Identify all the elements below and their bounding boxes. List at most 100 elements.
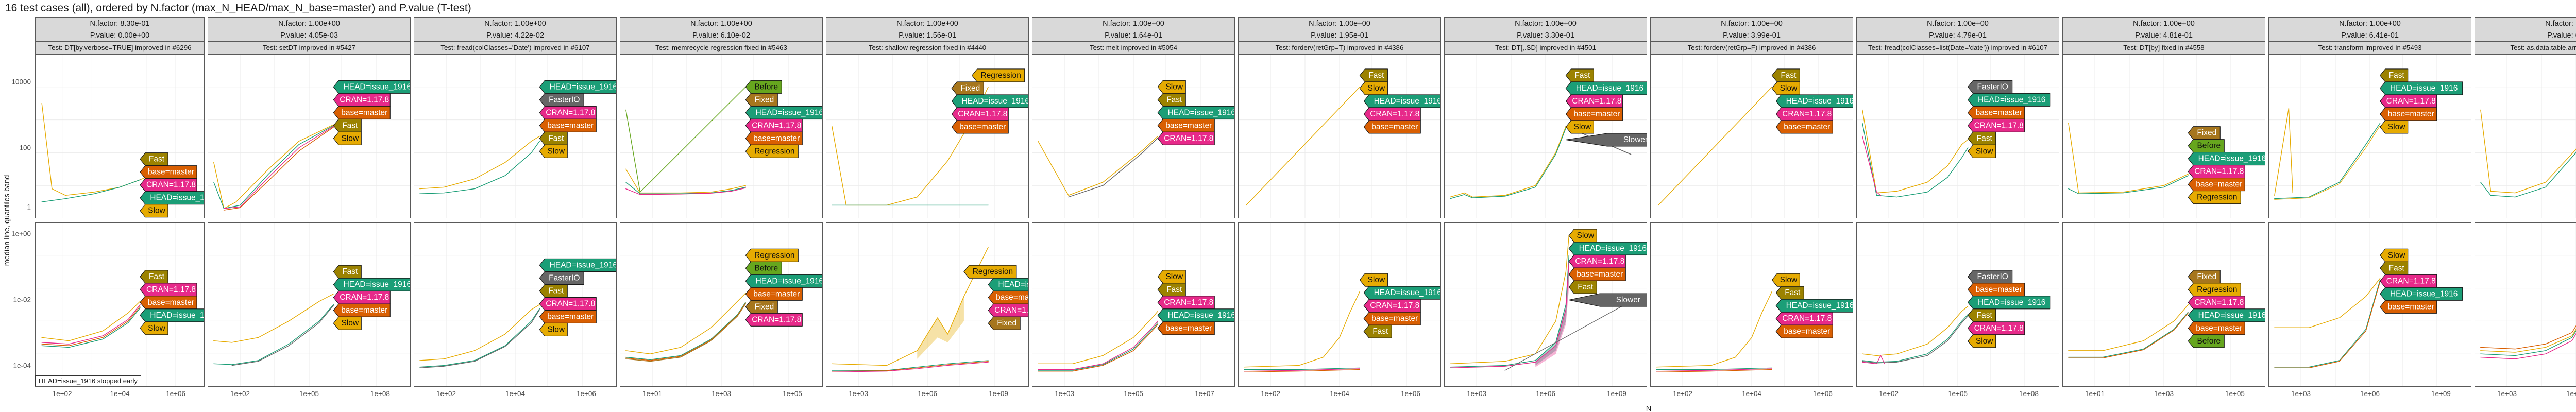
svg-text:HEAD=issue_1916: HEAD=issue_1916 bbox=[150, 194, 205, 202]
svg-text:HEAD=issue_1916: HEAD=issue_1916 bbox=[756, 108, 823, 117]
svg-text:base=master: base=master bbox=[1371, 314, 1418, 323]
svg-text:Fast: Fast bbox=[2389, 264, 2405, 272]
svg-text:Regression: Regression bbox=[980, 71, 1021, 80]
svg-text:Slower: Slower bbox=[1616, 296, 1640, 304]
svg-text:Before: Before bbox=[2197, 142, 2221, 150]
svg-text:Slow: Slow bbox=[1368, 84, 1385, 93]
svg-text:Fast: Fast bbox=[149, 155, 165, 164]
svg-text:Slow: Slow bbox=[148, 207, 165, 215]
svg-text:Fast: Fast bbox=[548, 286, 564, 295]
svg-text:HEAD=issue_1916: HEAD=issue_1916 bbox=[1374, 97, 1441, 106]
svg-text:CRAN=1.17.8: CRAN=1.17.8 bbox=[1575, 257, 1624, 266]
svg-text:Fast: Fast bbox=[1977, 311, 1993, 320]
svg-text:HEAD=issue_1916: HEAD=issue_1916 bbox=[1576, 84, 1643, 93]
svg-text:CRAN=1.17.8: CRAN=1.17.8 bbox=[994, 306, 1029, 315]
svg-text:Before: Before bbox=[754, 82, 778, 91]
svg-text:Fast: Fast bbox=[548, 134, 564, 143]
svg-text:CRAN=1.17.8: CRAN=1.17.8 bbox=[2386, 97, 2436, 106]
svg-text:Slow: Slow bbox=[1577, 231, 1595, 240]
svg-text:CRAN=1.17.8: CRAN=1.17.8 bbox=[2194, 167, 2244, 176]
svg-text:base=master: base=master bbox=[959, 123, 1006, 131]
svg-text:base=master: base=master bbox=[547, 312, 594, 321]
svg-text:CRAN=1.17.8: CRAN=1.17.8 bbox=[546, 108, 595, 117]
svg-text:FasterIO: FasterIO bbox=[549, 95, 580, 104]
svg-text:base=master: base=master bbox=[148, 298, 194, 307]
svg-text:Fast: Fast bbox=[342, 267, 358, 276]
svg-text:Before: Before bbox=[2197, 337, 2221, 346]
svg-text:CRAN=1.17.8: CRAN=1.17.8 bbox=[1974, 121, 2024, 130]
svg-text:HEAD=issue_1916: HEAD=issue_1916 bbox=[2198, 311, 2265, 320]
svg-text:Slow: Slow bbox=[1368, 276, 1385, 284]
svg-text:CRAN=1.17.8: CRAN=1.17.8 bbox=[1164, 298, 1213, 307]
svg-text:CRAN=1.17.8: CRAN=1.17.8 bbox=[1782, 110, 1832, 118]
svg-text:Slow: Slow bbox=[2388, 251, 2405, 260]
svg-text:FasterIO: FasterIO bbox=[549, 273, 580, 282]
svg-text:HEAD=issue_1916: HEAD=issue_1916 bbox=[1168, 311, 1235, 320]
svg-text:Slow: Slow bbox=[1780, 276, 1798, 284]
svg-text:CRAN=1.17.8: CRAN=1.17.8 bbox=[1572, 97, 1621, 106]
svg-text:HEAD=issue_1916: HEAD=issue_1916 bbox=[2390, 84, 2458, 93]
svg-text:CRAN=1.17.8: CRAN=1.17.8 bbox=[1370, 301, 1419, 310]
svg-text:Slow: Slow bbox=[1976, 337, 1993, 346]
svg-text:HEAD=issue_1916: HEAD=issue_1916 bbox=[150, 311, 205, 320]
svg-text:base=master: base=master bbox=[753, 289, 800, 298]
svg-text:CRAN=1.17.8: CRAN=1.17.8 bbox=[1974, 324, 2024, 333]
svg-text:HEAD=issue_1916: HEAD=issue_1916 bbox=[1374, 288, 1441, 297]
svg-text:CRAN=1.17.8: CRAN=1.17.8 bbox=[752, 315, 801, 324]
svg-text:Fast: Fast bbox=[1578, 283, 1594, 291]
svg-text:HEAD=issue_1916: HEAD=issue_1916 bbox=[1978, 298, 2045, 307]
svg-text:Fast: Fast bbox=[342, 121, 358, 130]
svg-text:base=master: base=master bbox=[1784, 327, 1830, 336]
svg-text:Fixed: Fixed bbox=[997, 319, 1016, 328]
svg-text:Fixed: Fixed bbox=[754, 302, 774, 311]
svg-text:Slow: Slow bbox=[547, 147, 565, 156]
svg-text:Fast: Fast bbox=[1977, 134, 1993, 143]
svg-text:FasterIO: FasterIO bbox=[1977, 82, 2008, 91]
svg-text:Fast: Fast bbox=[1574, 71, 1590, 80]
svg-text:Fixed: Fixed bbox=[2197, 272, 2216, 281]
svg-text:HEAD=issue_1916: HEAD=issue_1916 bbox=[2390, 289, 2458, 298]
svg-text:base=master: base=master bbox=[753, 134, 800, 143]
svg-text:base=master: base=master bbox=[1165, 324, 1212, 333]
svg-text:Fast: Fast bbox=[1781, 71, 1797, 80]
svg-text:CRAN=1.17.8: CRAN=1.17.8 bbox=[340, 95, 389, 104]
svg-text:base=master: base=master bbox=[1976, 285, 2022, 294]
svg-text:base=master: base=master bbox=[996, 293, 1029, 302]
svg-text:CRAN=1.17.8: CRAN=1.17.8 bbox=[1782, 314, 1832, 323]
svg-text:CRAN=1.17.8: CRAN=1.17.8 bbox=[2386, 277, 2436, 285]
svg-text:Fast: Fast bbox=[1372, 327, 1388, 336]
svg-text:CRAN=1.17.8: CRAN=1.17.8 bbox=[1164, 134, 1213, 143]
svg-text:Slow: Slow bbox=[341, 134, 359, 143]
svg-text:Fixed: Fixed bbox=[2197, 129, 2216, 138]
svg-text:Slow: Slow bbox=[1976, 147, 1993, 156]
svg-text:CRAN=1.17.8: CRAN=1.17.8 bbox=[340, 293, 389, 302]
svg-text:HEAD=issue_1916: HEAD=issue_1916 bbox=[756, 277, 823, 285]
svg-text:Slow: Slow bbox=[1165, 82, 1183, 91]
svg-text:base=master: base=master bbox=[547, 121, 594, 130]
svg-text:CRAN=1.17.8: CRAN=1.17.8 bbox=[146, 181, 196, 190]
svg-text:Slow: Slow bbox=[1780, 84, 1798, 93]
svg-text:Slow: Slow bbox=[148, 324, 165, 333]
svg-text:HEAD=issue_1916: HEAD=issue_1916 bbox=[1579, 244, 1647, 253]
svg-text:Fast: Fast bbox=[1785, 288, 1801, 297]
svg-text:base=master: base=master bbox=[148, 168, 194, 177]
svg-text:Slow: Slow bbox=[341, 319, 359, 328]
svg-text:Regression: Regression bbox=[754, 147, 794, 156]
svg-text:HEAD=issue_1916: HEAD=issue_1916 bbox=[550, 82, 617, 91]
svg-text:base=master: base=master bbox=[2388, 302, 2434, 311]
svg-text:base=master: base=master bbox=[2196, 180, 2242, 189]
svg-text:CRAN=1.17.8: CRAN=1.17.8 bbox=[1370, 110, 1419, 118]
svg-text:HEAD=issue_1916: HEAD=issue_1916 bbox=[1786, 301, 1853, 310]
svg-text:base=master: base=master bbox=[2196, 324, 2242, 333]
svg-text:Regression: Regression bbox=[754, 251, 794, 260]
svg-text:CRAN=1.17.8: CRAN=1.17.8 bbox=[2194, 298, 2244, 307]
svg-text:Fast: Fast bbox=[149, 272, 165, 281]
svg-text:Slower: Slower bbox=[1623, 135, 1647, 144]
svg-text:HEAD=issue_1916: HEAD=issue_1916 bbox=[344, 82, 411, 91]
svg-text:FasterIO: FasterIO bbox=[1977, 272, 2008, 281]
svg-text:Fast: Fast bbox=[1368, 71, 1384, 80]
svg-text:CRAN=1.17.8: CRAN=1.17.8 bbox=[546, 299, 595, 308]
svg-text:HEAD=issue_1916: HEAD=issue_1916 bbox=[550, 261, 617, 269]
svg-text:HEAD=issue_1916: HEAD=issue_1916 bbox=[998, 280, 1029, 289]
svg-text:Regression: Regression bbox=[973, 267, 1013, 276]
